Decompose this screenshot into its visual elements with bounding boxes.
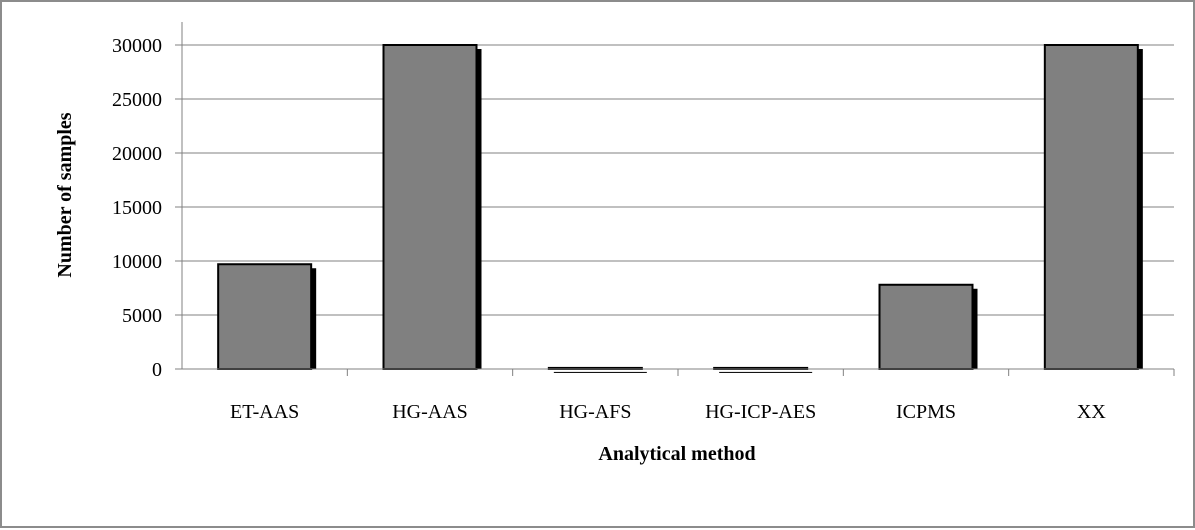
bar xyxy=(1043,44,1139,370)
gridlines xyxy=(182,44,1174,316)
y-tick-label: 20000 xyxy=(112,143,162,165)
y-tick-label: 15000 xyxy=(112,197,162,219)
x-tick-label: HG-ICP-AES xyxy=(705,401,816,423)
bar-shadow xyxy=(553,371,647,373)
tick-labels: 0 5000 10000 15000 20000 25000 30000 ET-AAS HG-A… xyxy=(112,35,1106,423)
bar xyxy=(878,283,974,371)
y-tick-label: 25000 xyxy=(112,89,162,111)
x-tick-label: ICPMS xyxy=(896,401,956,423)
y-tick-label: 10000 xyxy=(112,251,162,273)
bar-shadow xyxy=(719,371,813,373)
axes xyxy=(175,22,1175,376)
x-tick-label: HG-AFS xyxy=(559,401,631,423)
x-tick-label: HG-AAS xyxy=(392,401,468,423)
y-tick-label: 30000 xyxy=(112,35,162,57)
bars xyxy=(217,44,1143,373)
x-axis-title: Analytical method xyxy=(598,443,755,465)
x-tick-label: XX xyxy=(1077,401,1106,423)
y-axis-title: Number of samples xyxy=(54,112,76,277)
y-tick-label: 0 xyxy=(152,359,162,381)
bar xyxy=(217,263,313,370)
x-tick-label: ET-AAS xyxy=(230,401,299,423)
y-tick-label: 5000 xyxy=(122,305,162,327)
bar xyxy=(382,44,478,370)
